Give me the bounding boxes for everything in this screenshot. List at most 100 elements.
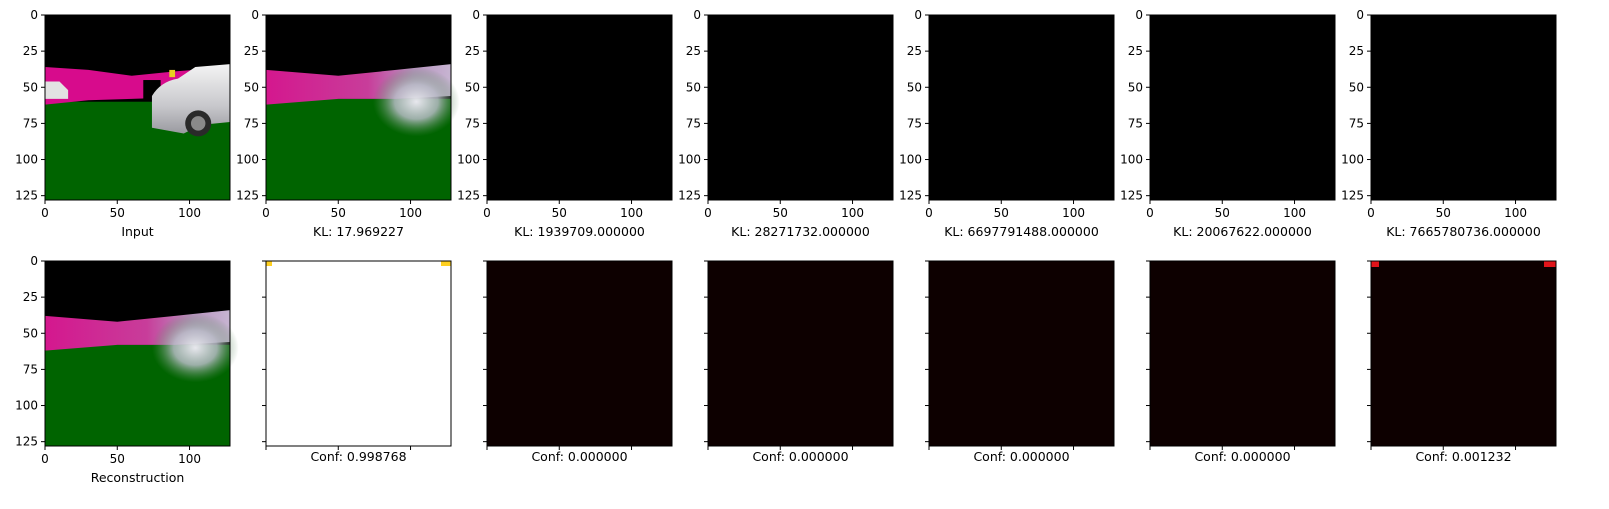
y-tick-label: 50 [1128, 80, 1143, 94]
panel-caption: Conf: 0.000000 [752, 449, 848, 464]
y-tick-label: 125 [457, 189, 480, 203]
x-tick-label: 50 [1215, 206, 1230, 220]
y-tick-label: 25 [465, 44, 480, 58]
axes-frame [486, 14, 673, 201]
panel-caption: Conf: 0.000000 [531, 449, 627, 464]
y-tick-label: 75 [1349, 116, 1364, 130]
axes-frame [928, 14, 1115, 201]
y-tick-label: 100 [457, 153, 480, 167]
y-tick-label: 25 [244, 44, 259, 58]
panel-1-4: Conf: 0.000000 [925, 260, 1115, 464]
y-tick-label: 0 [251, 8, 259, 22]
y-tick-label: 100 [15, 399, 38, 413]
y-tick-label: 50 [686, 80, 701, 94]
x-tick-label: 100 [1062, 206, 1085, 220]
axes-frame [486, 260, 673, 447]
y-tick-label: 75 [686, 116, 701, 130]
y-tick-label: 75 [23, 362, 38, 376]
y-tick-label: 0 [472, 8, 480, 22]
y-tick-label: 100 [678, 153, 701, 167]
y-tick-label: 100 [899, 153, 922, 167]
panel-caption: Conf: 0.001232 [1415, 449, 1511, 464]
y-tick-label: 50 [23, 80, 38, 94]
x-tick-label: 100 [1283, 206, 1306, 220]
x-tick-label: 50 [110, 452, 125, 466]
panel-caption: Conf: 0.000000 [1194, 449, 1290, 464]
y-tick-label: 75 [465, 116, 480, 130]
y-tick-label: 100 [1120, 153, 1143, 167]
y-tick-label: 0 [1135, 8, 1143, 22]
y-tick-label: 125 [678, 189, 701, 203]
x-tick-label: 50 [1436, 206, 1451, 220]
panel-caption: KL: 7665780736.000000 [1386, 224, 1541, 239]
x-tick-label: 50 [552, 206, 567, 220]
axes-frame [1370, 260, 1557, 447]
y-tick-label: 125 [1120, 189, 1143, 203]
y-tick-label: 75 [907, 116, 922, 130]
y-tick-label: 50 [907, 80, 922, 94]
x-tick-label: 0 [262, 206, 270, 220]
y-tick-label: 75 [1128, 116, 1143, 130]
panel-caption: Input [121, 224, 153, 239]
panel-caption: Conf: 0.000000 [973, 449, 1069, 464]
x-tick-label: 100 [841, 206, 864, 220]
x-tick-label: 100 [178, 206, 201, 220]
panel-caption: Reconstruction [91, 470, 185, 485]
panel-1-1: Conf: 0.998768 [262, 260, 452, 464]
panel-caption: KL: 1939709.000000 [514, 224, 645, 239]
axes-frame [707, 14, 894, 201]
y-tick-label: 0 [914, 8, 922, 22]
y-tick-label: 50 [23, 326, 38, 340]
x-tick-label: 50 [994, 206, 1009, 220]
y-tick-label: 0 [1356, 8, 1364, 22]
panel-caption: Conf: 0.998768 [310, 449, 406, 464]
y-tick-label: 125 [236, 189, 259, 203]
x-tick-label: 50 [110, 206, 125, 220]
x-tick-label: 0 [1367, 206, 1375, 220]
x-tick-label: 100 [178, 452, 201, 466]
x-tick-label: 0 [41, 206, 49, 220]
y-tick-label: 25 [1349, 44, 1364, 58]
y-tick-label: 25 [1128, 44, 1143, 58]
x-tick-label: 50 [331, 206, 346, 220]
axes-frame [265, 260, 452, 447]
y-tick-label: 25 [23, 44, 38, 58]
x-tick-label: 100 [399, 206, 422, 220]
y-tick-label: 75 [23, 116, 38, 130]
hot-pixel-left [1371, 261, 1379, 267]
panel-caption: KL: 6697791488.000000 [944, 224, 1099, 239]
x-tick-label: 50 [773, 206, 788, 220]
axes-frame [265, 14, 452, 201]
y-tick-label: 75 [244, 116, 259, 130]
panel-1-3: Conf: 0.000000 [704, 260, 894, 464]
axes-frame [1370, 14, 1557, 201]
axes-frame [1149, 14, 1336, 201]
panel-1-5: Conf: 0.000000 [1146, 260, 1336, 464]
panel-caption: KL: 17.969227 [313, 224, 404, 239]
x-tick-label: 0 [1146, 206, 1154, 220]
x-tick-label: 0 [925, 206, 933, 220]
y-tick-label: 125 [15, 435, 38, 449]
y-tick-label: 125 [15, 189, 38, 203]
y-tick-label: 25 [23, 290, 38, 304]
y-tick-label: 125 [1341, 189, 1364, 203]
y-tick-label: 100 [15, 153, 38, 167]
axes-frame [707, 260, 894, 447]
panel-caption: KL: 28271732.000000 [731, 224, 870, 239]
axes-frame [44, 260, 231, 447]
y-tick-label: 0 [693, 8, 701, 22]
y-tick-label: 25 [907, 44, 922, 58]
x-tick-label: 0 [41, 452, 49, 466]
y-tick-label: 25 [686, 44, 701, 58]
panel-1-2: Conf: 0.000000 [483, 260, 673, 464]
y-tick-label: 100 [236, 153, 259, 167]
